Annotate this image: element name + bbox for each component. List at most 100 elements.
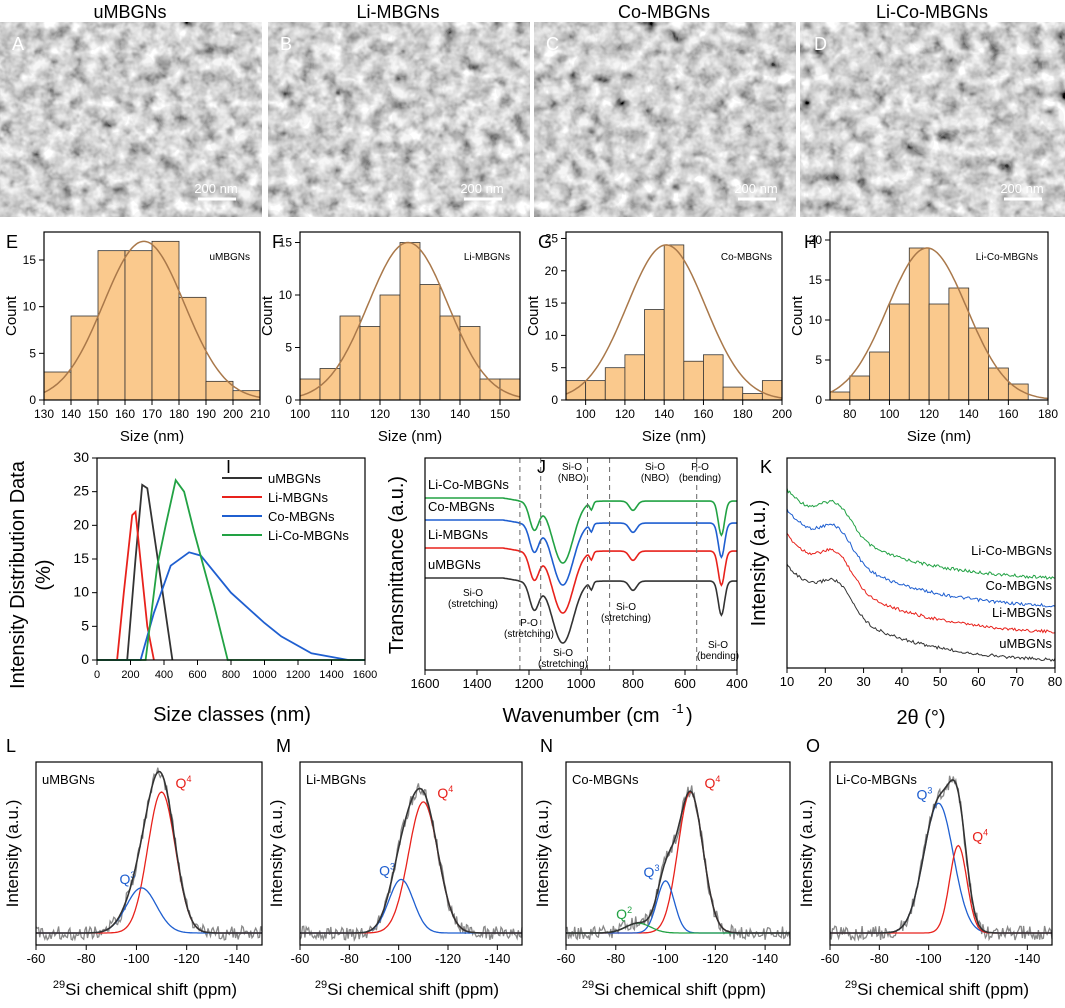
- x-tick-label: -60: [557, 951, 576, 966]
- legend-label: Li-MBGNs: [268, 490, 328, 505]
- peak-label-superscript: 3: [654, 863, 659, 873]
- sem-title: Co-MBGNs: [618, 2, 710, 22]
- nmr-sample-label: Li-MBGNs: [306, 772, 366, 787]
- x-tick-label: 1000: [252, 669, 276, 681]
- xrd-pattern: [786, 488, 1056, 580]
- nmr-envelope: [830, 779, 1052, 934]
- sem-particles: [800, 22, 1065, 217]
- sem-panel-b: Li-MBGNs B 200 nm: [268, 2, 530, 217]
- panel-letter: O: [806, 736, 820, 756]
- plot-frame: [299, 231, 521, 401]
- y-axis-label: Count: [259, 295, 276, 336]
- sem-row: uMBGNs A 200 nm Li-MBGNs B 200 nm Co-MBG…: [0, 2, 1065, 217]
- xrd-series-label: Co-MBGNs: [986, 578, 1053, 593]
- x-tick-label: 1600: [411, 676, 440, 691]
- x-axis-label-superscript: -1: [672, 701, 684, 716]
- histogram-bar: [1007, 383, 1029, 401]
- gaussian-fit-line: [829, 247, 1049, 400]
- x-tick-label: 150: [88, 407, 108, 421]
- xrd-pattern: [786, 508, 1056, 608]
- histogram-bar: [70, 315, 99, 401]
- scale-bar-label: 200 nm: [460, 181, 503, 196]
- histogram-g: G 100 120 140 160 180 200 0 5 10 15 20 25 Co-MBGNs Siz…: [525, 231, 792, 445]
- x-tick-label: 210: [250, 407, 270, 421]
- x-tick-label: 800: [622, 676, 644, 691]
- scale-bar-label: 200 nm: [734, 181, 777, 196]
- nmr-peak-fit-q3: [566, 880, 790, 934]
- sem-particles: [534, 22, 796, 217]
- sem-panel-c: Co-MBGNs C 200 nm: [534, 2, 796, 217]
- y-axis-label: Transmittance (a.u.): [386, 476, 408, 654]
- y-tick-label: 5: [285, 341, 292, 355]
- histogram-bar: [359, 326, 381, 401]
- scale-bar-label: 200 nm: [1000, 181, 1043, 196]
- x-tick-label: 120: [615, 407, 635, 421]
- x-tick-label: 120: [370, 407, 390, 421]
- xrd-chart: K Li-Co-MBGNs Co-MBGNs Li-MBGNs uMBGNs 10 20 30…: [748, 457, 1062, 729]
- peak-label-superscript: 3: [390, 861, 395, 871]
- sem-title: uMBGNs: [93, 2, 166, 22]
- sem-title: Li-MBGNs: [356, 2, 439, 22]
- y-tick-label: 15: [23, 253, 37, 267]
- annotation: (NBO): [641, 473, 669, 484]
- annotation: Si-O: [562, 462, 582, 473]
- y-tick-label: 5: [551, 361, 558, 375]
- ftir-spectrum: [425, 497, 737, 564]
- y-tick-label: 15: [809, 273, 823, 287]
- x-tick-label: 600: [674, 676, 696, 691]
- y-tick-label: 15: [545, 296, 559, 310]
- y-axis-label: Intensity (a.u.): [797, 800, 816, 908]
- dls-series-line: [97, 551, 365, 661]
- x-tick-label: 100: [576, 407, 596, 421]
- x-tick-label: -140: [752, 951, 778, 966]
- nmr-peak-fit-q4: [830, 844, 1052, 934]
- histogram-bar: [722, 386, 744, 401]
- nmr-n: N Q4 Q3 Q2 -60 -80 -100 -120 -140 Co-MBGNs 29Si ch…: [533, 736, 791, 999]
- x-axis-label-superscript: 29: [315, 979, 327, 991]
- plot-frame: [829, 761, 1053, 946]
- x-tick-label: 60: [971, 674, 985, 689]
- panel-letter: I: [226, 457, 231, 477]
- nmr-sample-label: Li-Co-MBGNs: [836, 772, 917, 787]
- y-axis-label: Count: [3, 295, 20, 336]
- annotation: (stretching): [538, 659, 588, 670]
- y-tick-label: 20: [73, 516, 89, 532]
- x-tick-label: 20: [818, 674, 832, 689]
- x-tick-label: 200: [772, 407, 792, 421]
- x-tick-label: 200: [223, 407, 243, 421]
- panel-letter: K: [760, 457, 772, 477]
- y-axis-label: Intensity Distribution Data: [7, 460, 29, 689]
- scale-bar-label: 200 nm: [194, 181, 237, 196]
- y-axis-label: Count: [789, 295, 806, 336]
- histogram-legend: Co-MBGNs: [721, 252, 772, 263]
- histogram-h: H 80 100 120 140 160 180 0 5 10 15 20 Li-Co-MBGNs Siz…: [789, 231, 1058, 445]
- x-tick-label: 180: [1038, 407, 1058, 421]
- annotation: (NBO): [558, 473, 586, 484]
- x-axis-label-text: Si chemical shift (ppm): [857, 980, 1029, 999]
- x-tick-label: 150: [490, 407, 510, 421]
- histogram-bar: [299, 378, 321, 401]
- x-tick-label: 1200: [286, 669, 310, 681]
- legend-label: Li-Co-MBGNs: [268, 528, 349, 543]
- histogram-bar: [97, 250, 126, 401]
- peak-label-superscript: 4: [983, 828, 988, 838]
- y-axis-label: Count: [525, 295, 542, 336]
- x-tick-label: 80: [843, 407, 857, 421]
- x-axis-label-superscript: 29: [845, 979, 857, 991]
- dls-series-line: [97, 478, 365, 661]
- x-tick-label: 180: [169, 407, 189, 421]
- panel-letter: M: [276, 736, 291, 756]
- x-tick-label: 800: [222, 669, 240, 681]
- y-tick-label: 10: [545, 328, 559, 342]
- y-tick-label: 15: [279, 236, 293, 250]
- annotation: Si-O: [463, 588, 483, 599]
- plot-frame: [565, 231, 783, 401]
- annotation: Si-O: [645, 462, 665, 473]
- x-tick-label: -60: [27, 951, 46, 966]
- plot-frame: [96, 457, 366, 661]
- panel-letter: L: [6, 736, 16, 756]
- x-tick-label: -120: [702, 951, 728, 966]
- ftir-chart: JLi-Co-MBGNsCo-MBGNsLi-MBGNsuMBGNsSi-O(N…: [386, 457, 748, 727]
- annotation: (stretching): [601, 613, 651, 624]
